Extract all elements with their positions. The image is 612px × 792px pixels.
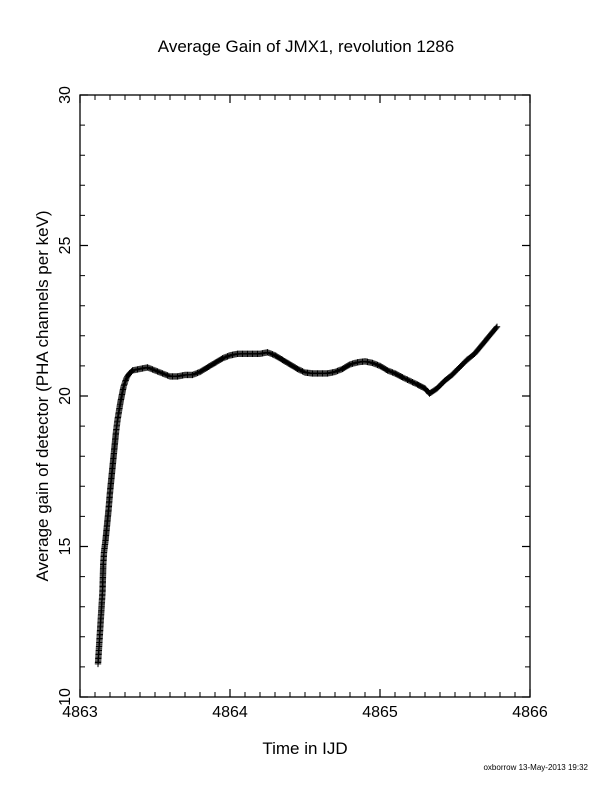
data-series xyxy=(94,323,501,668)
y-tick-label: 30 xyxy=(57,86,74,104)
x-tick-label: 4866 xyxy=(512,704,548,721)
x-tick-label: 4865 xyxy=(362,704,398,721)
y-tick-label: 15 xyxy=(57,538,74,556)
footer-credit: oxborrow 13-May-2013 19:32 xyxy=(483,763,588,772)
x-tick-label: 4863 xyxy=(62,704,98,721)
y-tick-label: 10 xyxy=(57,688,74,706)
y-axis-label: Average gain of detector (PHA channels p… xyxy=(33,210,52,581)
data-point xyxy=(493,323,501,330)
data-point xyxy=(492,324,500,331)
plot-frame xyxy=(79,94,531,698)
x-tick-label: 4864 xyxy=(212,704,248,721)
x-axis: 4863 4864 4865 4866 xyxy=(62,95,548,721)
x-axis-label: Time in IJD xyxy=(262,739,347,758)
y-tick-label: 25 xyxy=(57,237,74,255)
chart-title: Average Gain of JMX1, revolution 1286 xyxy=(158,37,454,56)
y-tick-label: 20 xyxy=(57,387,74,405)
y-axis: 10 15 20 25 30 xyxy=(57,86,530,706)
